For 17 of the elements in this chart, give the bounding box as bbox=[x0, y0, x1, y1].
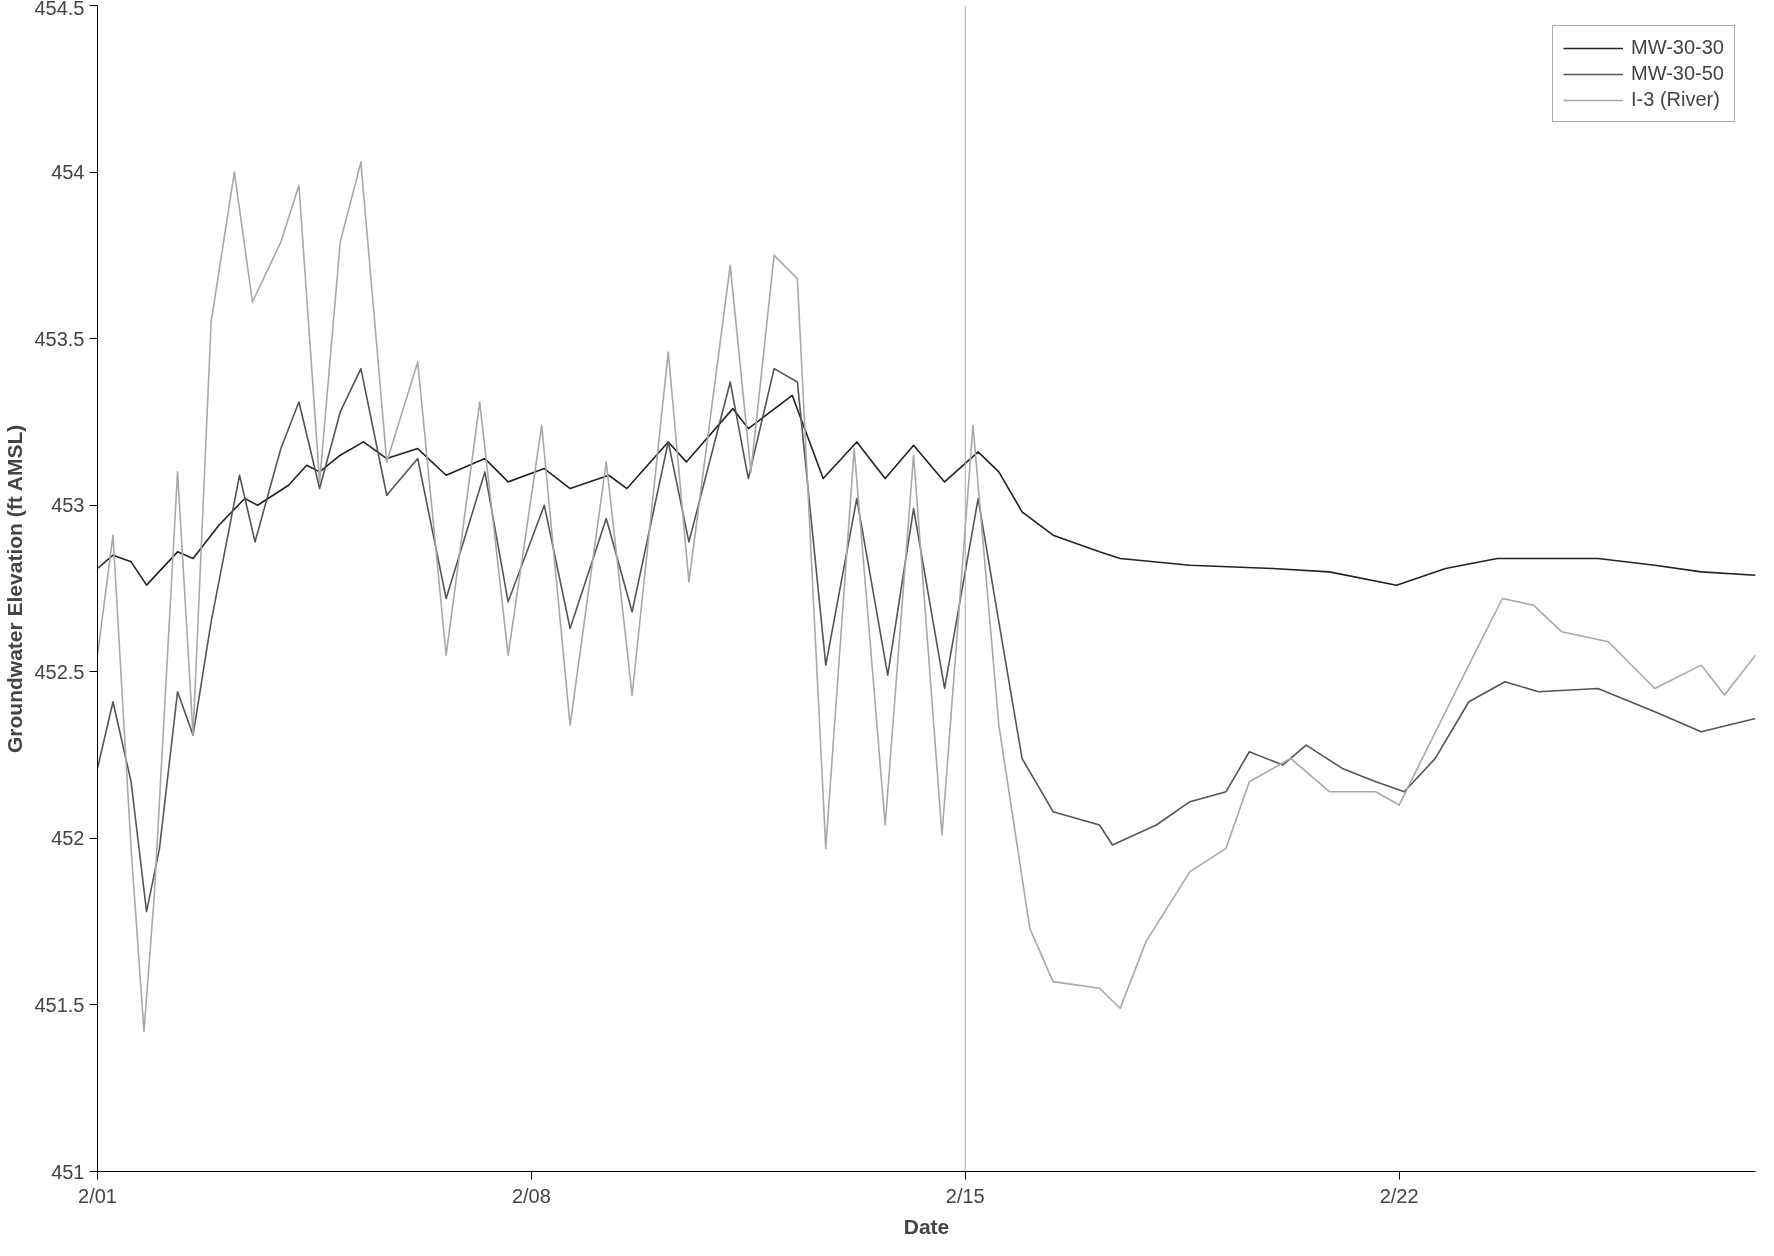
x-tick-label: 2/01 bbox=[78, 1184, 117, 1207]
y-axis-title: Groundwater Elevation (ft AMSL) bbox=[3, 424, 27, 753]
y-tick-label: 453.5 bbox=[34, 327, 85, 350]
y-tick-label: 452 bbox=[51, 827, 85, 850]
y-tick-label: 452.5 bbox=[34, 660, 85, 683]
y-tick-label: 451.5 bbox=[34, 993, 85, 1016]
x-tick-label: 2/08 bbox=[511, 1184, 551, 1207]
legend-label: MW-30-50 bbox=[1631, 62, 1724, 85]
legend-label: I-3 (River) bbox=[1631, 88, 1720, 111]
x-axis-title: Date bbox=[903, 1214, 950, 1238]
y-tick-label: 454.5 bbox=[34, 0, 85, 19]
y-tick-label: 454 bbox=[51, 161, 85, 184]
legend-label: MW-30-30 bbox=[1631, 36, 1724, 59]
x-tick-label: 2/15 bbox=[945, 1184, 985, 1207]
y-tick-label: 451 bbox=[51, 1160, 85, 1183]
y-tick-label: 453 bbox=[51, 494, 85, 517]
x-tick-label: 2/22 bbox=[1379, 1184, 1419, 1207]
